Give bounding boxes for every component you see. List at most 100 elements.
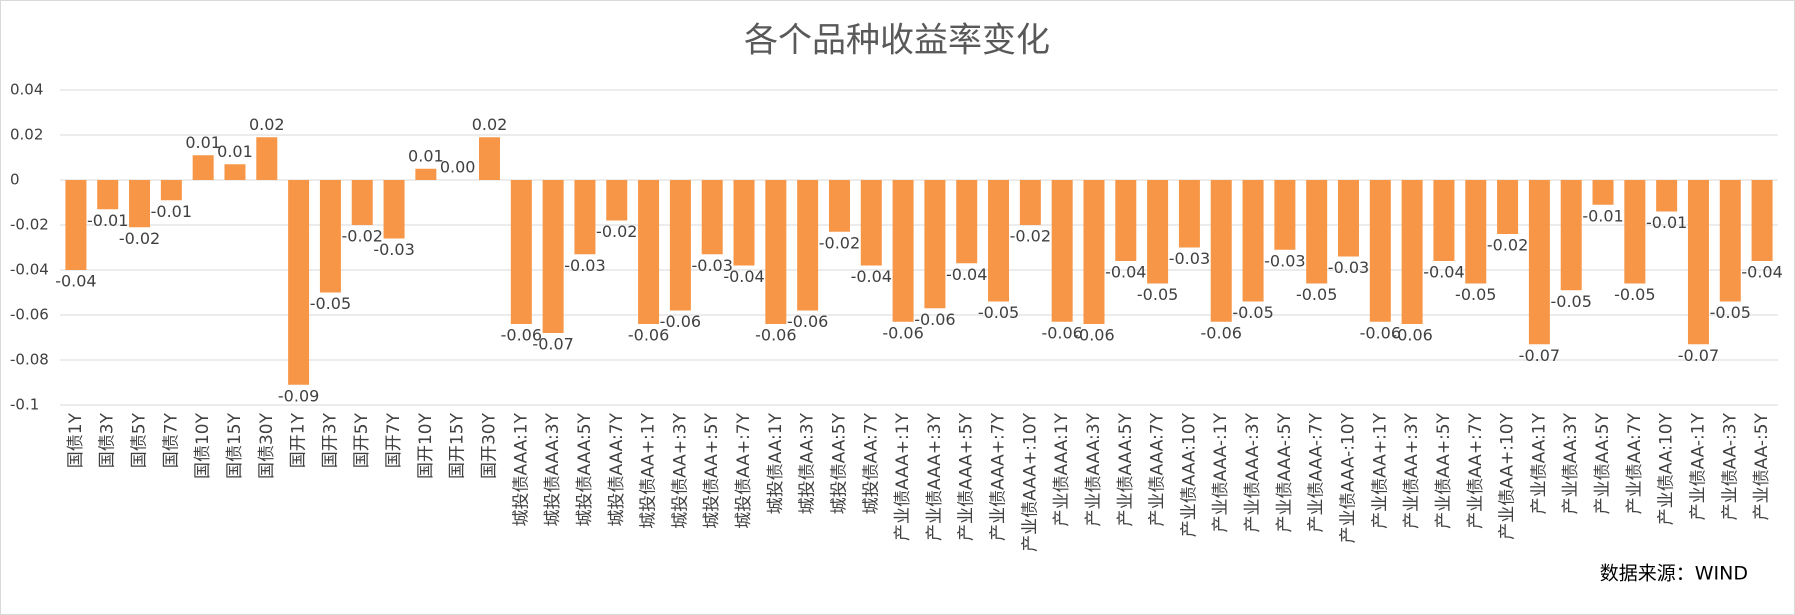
x-tick-label: 国开3Y <box>320 412 340 468</box>
x-tick-label: 产业债AAA+:5Y <box>957 412 977 541</box>
data-label: -0.02 <box>1010 227 1051 246</box>
data-label: 0.01 <box>408 146 444 165</box>
data-label: -0.01 <box>1646 213 1687 232</box>
bar <box>1656 180 1678 212</box>
bar <box>1210 180 1232 322</box>
x-tick-label: 国开7Y <box>384 412 404 468</box>
bar <box>1178 180 1200 248</box>
data-label: -0.06 <box>1073 326 1114 345</box>
bar <box>1306 180 1328 284</box>
bar <box>479 137 500 180</box>
data-label: -0.06 <box>501 326 542 345</box>
bar <box>65 180 87 270</box>
data-label: -0.05 <box>1614 285 1655 304</box>
x-tick-label: 产业债AA:10Y <box>1657 412 1677 525</box>
x-tick-label: 国开5Y <box>352 412 372 468</box>
data-label: -0.06 <box>755 326 796 345</box>
y-tick-label: 0.02 <box>10 126 43 144</box>
bar <box>351 180 373 225</box>
x-tick-label: 产业债AA+:5Y <box>1434 412 1454 529</box>
data-label: -0.06 <box>660 312 701 331</box>
data-label: -0.09 <box>278 386 319 405</box>
x-tick-label: 产业债AAA+:7Y <box>989 412 1009 541</box>
data-label: -0.04 <box>1105 263 1146 282</box>
bar <box>1687 180 1709 345</box>
data-label: 0.02 <box>249 115 285 134</box>
data-label: 0.02 <box>472 115 508 134</box>
x-tick-label: 国债1Y <box>66 412 86 468</box>
bar <box>1369 180 1391 322</box>
bar <box>129 180 151 228</box>
x-tick-label: 国开1Y <box>289 412 309 468</box>
bar <box>1592 180 1614 205</box>
bar <box>224 164 246 180</box>
x-tick-label: 产业债AA-:3Y <box>1720 412 1740 520</box>
bar <box>1115 180 1137 261</box>
data-label: -0.04 <box>1423 263 1464 282</box>
bar <box>1051 180 1073 322</box>
bar <box>1560 180 1582 291</box>
data-label: -0.03 <box>692 256 733 275</box>
x-tick-label: 国开30Y <box>480 412 500 479</box>
x-tick-label: 产业债AA:1Y <box>1529 412 1549 514</box>
bar <box>606 180 628 221</box>
x-tick-label: 城投债AA+:1Y <box>639 412 659 529</box>
bar <box>1083 180 1105 324</box>
data-label: -0.02 <box>819 233 860 252</box>
bar <box>1433 180 1455 261</box>
x-tick-label: 国债10Y <box>193 412 213 479</box>
bar <box>574 180 596 255</box>
bar <box>1719 180 1741 302</box>
data-label: -0.06 <box>1391 326 1432 345</box>
data-label: -0.02 <box>1487 236 1528 255</box>
x-tick-label: 产业债AA:3Y <box>1561 412 1581 514</box>
x-tick-label: 国债3Y <box>98 412 118 468</box>
bar <box>701 180 723 255</box>
bar <box>669 180 691 311</box>
x-tick-label: 城投债AAA:5Y <box>575 412 595 526</box>
bar <box>383 180 405 239</box>
x-tick-label: 城投债AA:7Y <box>861 412 881 514</box>
x-tick-label: 城投债AA:1Y <box>766 412 786 514</box>
bar <box>1274 180 1296 250</box>
x-tick-label: 产业债AA:5Y <box>1593 412 1613 514</box>
data-label: -0.03 <box>373 240 414 259</box>
x-tick-label: 国债15Y <box>225 412 245 479</box>
bar <box>733 180 755 266</box>
bar <box>1497 180 1519 234</box>
y-tick-label: -0.08 <box>10 351 49 369</box>
x-tick-label: 产业债AAA:10Y <box>1179 412 1199 537</box>
x-tick-label: 产业债AA+:10Y <box>1498 412 1518 539</box>
data-label: -0.07 <box>1678 346 1719 365</box>
data-label: -0.05 <box>1551 292 1592 311</box>
x-tick-label: 国债30Y <box>257 412 277 479</box>
y-tick-label: -0.06 <box>10 306 49 324</box>
data-label: -0.07 <box>532 335 573 354</box>
x-tick-label: 城投债AA:3Y <box>798 412 818 514</box>
x-tick-label: 国债7Y <box>161 412 181 468</box>
bar <box>1751 180 1773 261</box>
bar <box>542 180 564 333</box>
x-tick-label: 国开10Y <box>416 412 436 479</box>
x-tick-label: 城投债AA+:7Y <box>734 412 754 529</box>
bar <box>510 180 532 324</box>
bar <box>288 180 310 385</box>
data-label: -0.05 <box>1137 285 1178 304</box>
x-tick-label: 产业债AAA-:5Y <box>1275 412 1295 532</box>
x-tick-label: 产业债AA:7Y <box>1625 412 1645 514</box>
data-label: -0.02 <box>596 222 637 241</box>
bar <box>1019 180 1041 225</box>
data-label: 0.00 <box>440 158 476 177</box>
data-label: -0.04 <box>1741 263 1782 282</box>
data-label: -0.03 <box>564 256 605 275</box>
data-label: -0.01 <box>151 202 192 221</box>
bar <box>160 180 182 201</box>
x-tick-label: 产业债AAA-:1Y <box>1211 412 1231 532</box>
bar <box>828 180 850 232</box>
bar <box>892 180 914 322</box>
data-label: -0.05 <box>1455 285 1496 304</box>
bar <box>860 180 882 266</box>
data-label: -0.06 <box>1041 323 1082 342</box>
data-label: -0.04 <box>946 265 987 284</box>
